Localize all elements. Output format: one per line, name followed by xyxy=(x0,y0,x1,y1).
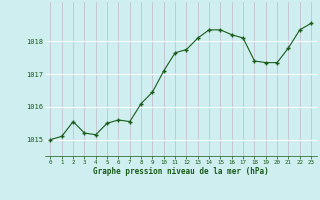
X-axis label: Graphe pression niveau de la mer (hPa): Graphe pression niveau de la mer (hPa) xyxy=(93,167,269,176)
